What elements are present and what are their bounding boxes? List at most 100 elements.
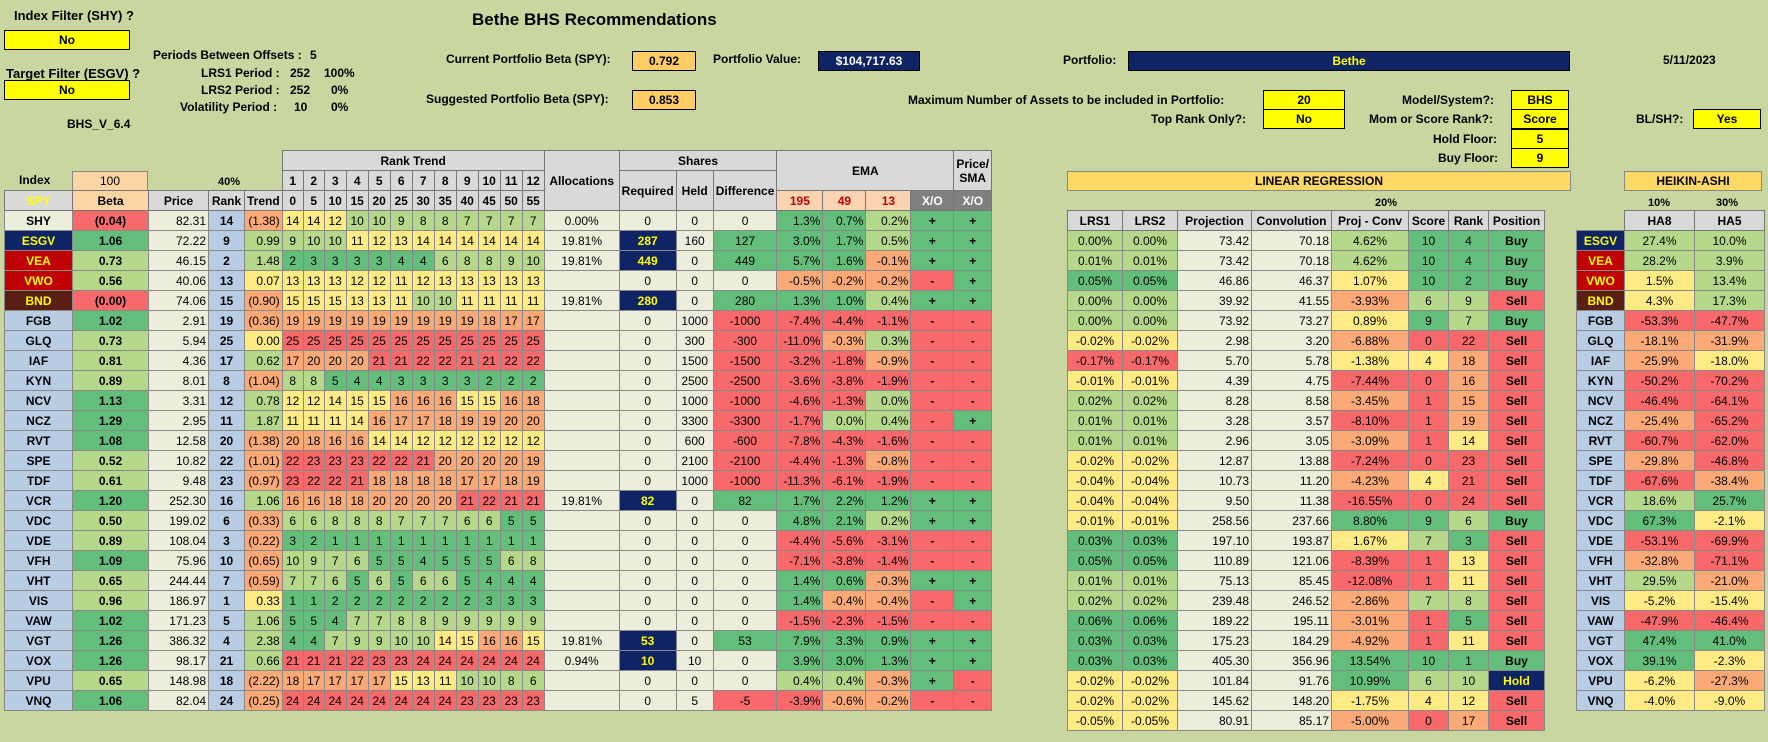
ticker-cell[interactable]: SHY bbox=[4, 210, 73, 231]
proj-conv-cell: -3.09% bbox=[1331, 430, 1409, 451]
ha-ticker-cell[interactable]: VPU bbox=[1576, 670, 1625, 691]
top-rank-value[interactable]: No bbox=[1263, 109, 1345, 129]
ticker-cell[interactable]: VCR bbox=[4, 490, 73, 511]
rank-trend-cell: 20 bbox=[281, 430, 304, 451]
ticker-cell[interactable]: IAF bbox=[4, 350, 73, 371]
hold-floor-value[interactable]: 5 bbox=[1511, 129, 1569, 149]
ha8-cell: 4.3% bbox=[1624, 290, 1695, 311]
ha-ticker-cell[interactable]: BND bbox=[1576, 290, 1625, 311]
rank-trend-col-4: 4 bbox=[345, 170, 369, 191]
blsh-value[interactable]: Yes bbox=[1693, 109, 1761, 129]
target-filter-value[interactable]: No bbox=[4, 80, 130, 100]
rank-trend-cell: 21 bbox=[499, 490, 523, 511]
allocation-cell bbox=[543, 610, 620, 631]
ticker-cell[interactable]: VDE bbox=[4, 530, 73, 551]
ha8-cell: -53.3% bbox=[1624, 310, 1695, 331]
ha-ticker-cell[interactable]: VDC bbox=[1576, 510, 1625, 531]
ticker-cell[interactable]: VDC bbox=[4, 510, 73, 531]
proj-conv-cell: -1.75% bbox=[1331, 690, 1409, 711]
ha-ticker-cell[interactable]: VDE bbox=[1576, 530, 1625, 551]
rank-trend-cell: 19 bbox=[411, 310, 435, 331]
ema-cell: 1.4% bbox=[776, 590, 824, 611]
ha-ticker-cell[interactable]: GLQ bbox=[1576, 330, 1625, 351]
projection-cell: 110.89 bbox=[1177, 550, 1252, 571]
rank-trend-cell: 16 bbox=[389, 390, 413, 411]
table-row: VPU -6.2% -27.3% bbox=[1576, 670, 1765, 691]
ha-ticker-cell[interactable]: SPE bbox=[1576, 450, 1625, 471]
ticker-cell[interactable]: RVT bbox=[4, 430, 73, 451]
lrs1-cell: -0.02% bbox=[1067, 330, 1123, 351]
xo-cell: - bbox=[953, 310, 993, 331]
beta-cell: 1.06 bbox=[72, 230, 149, 251]
rank-trend-offset-9: 40 bbox=[455, 190, 479, 211]
ticker-cell[interactable]: BND bbox=[4, 290, 73, 311]
ha-ticker-cell[interactable]: VWO bbox=[1576, 270, 1625, 291]
rank-trend-cell: 6 bbox=[521, 670, 545, 691]
rank-trend-cell: 12 bbox=[367, 270, 391, 291]
ticker-cell[interactable]: VEA bbox=[4, 250, 73, 271]
ticker-cell[interactable]: VNQ bbox=[4, 690, 73, 711]
ha-ticker-cell[interactable]: VGT bbox=[1576, 630, 1625, 651]
ha-ticker-cell[interactable]: NCV bbox=[1576, 390, 1625, 411]
ticker-cell[interactable]: VHT bbox=[4, 570, 73, 591]
ticker-cell[interactable]: SPE bbox=[4, 450, 73, 471]
ticker-cell[interactable]: VOX bbox=[4, 650, 73, 671]
position-cell: Buy bbox=[1488, 310, 1545, 331]
mom-score-value[interactable]: Score bbox=[1511, 109, 1569, 129]
lrs2-cell: 0.03% bbox=[1122, 650, 1178, 671]
ema-cell: 0.4% bbox=[865, 290, 912, 311]
ha-ticker-cell[interactable]: IAF bbox=[1576, 350, 1625, 371]
ticker-cell[interactable]: VPU bbox=[4, 670, 73, 691]
ha8-cell: 39.1% bbox=[1624, 650, 1695, 671]
ha-ticker-cell[interactable]: RVT bbox=[1576, 430, 1625, 451]
ticker-cell[interactable]: KYN bbox=[4, 370, 73, 391]
ticker-cell[interactable]: VAW bbox=[4, 610, 73, 631]
ticker-cell[interactable]: VIS bbox=[4, 590, 73, 611]
ha-ticker-cell[interactable]: VCR bbox=[1576, 490, 1625, 511]
model-value[interactable]: BHS bbox=[1511, 90, 1569, 110]
ticker-cell[interactable]: TDF bbox=[4, 470, 73, 491]
rank-trend-cell: 21 bbox=[389, 350, 413, 371]
score-cell: 10 bbox=[1408, 250, 1449, 271]
ticker-cell[interactable]: VWO bbox=[4, 270, 73, 291]
ticker-cell[interactable]: FGB bbox=[4, 310, 73, 331]
ha-ticker-cell[interactable]: VAW bbox=[1576, 610, 1625, 631]
max-assets-value[interactable]: 20 bbox=[1263, 90, 1345, 110]
ha-ticker-cell[interactable]: FGB bbox=[1576, 310, 1625, 331]
buy-floor-value[interactable]: 9 bbox=[1511, 148, 1569, 168]
ha-ticker-cell[interactable]: VOX bbox=[1576, 650, 1625, 671]
rank-trend-cell: 22 bbox=[411, 350, 435, 371]
rank-trend-cell: 4 bbox=[477, 570, 501, 591]
ticker-cell[interactable]: GLQ bbox=[4, 330, 73, 351]
ha-ticker-cell[interactable]: NCZ bbox=[1576, 410, 1625, 431]
ha-ticker-cell[interactable]: ESGV bbox=[1576, 230, 1625, 251]
ha-ticker-cell[interactable]: VNQ bbox=[1576, 690, 1625, 711]
ha-ticker-cell[interactable]: VIS bbox=[1576, 590, 1625, 611]
ha-ticker-cell[interactable]: VFH bbox=[1576, 550, 1625, 571]
rank-trend-cell: 5 bbox=[367, 550, 391, 571]
rank-trend-cell: 9 bbox=[281, 230, 304, 251]
ticker-cell[interactable]: VGT bbox=[4, 630, 73, 651]
table-row: VIS 0.96 186.97 1 0.33 1 1 2 2 2 2 2 2 2 3 3 3 0 0 0 1.4% -0.… bbox=[4, 590, 1029, 611]
ha-ticker-cell[interactable]: VEA bbox=[1576, 250, 1625, 271]
ticker-cell[interactable]: NCV bbox=[4, 390, 73, 411]
ha-ticker-cell[interactable]: VHT bbox=[1576, 570, 1625, 591]
ha-ticker-cell[interactable]: KYN bbox=[1576, 370, 1625, 391]
ha8-cell: 27.4% bbox=[1624, 230, 1695, 251]
rank-trend-cell: 17 bbox=[499, 310, 523, 331]
rank-trend-cell: 23 bbox=[477, 690, 501, 711]
lrs2-cell: -0.01% bbox=[1122, 510, 1178, 531]
ema-col-49: 49 bbox=[822, 190, 867, 211]
index-filter-value[interactable]: No bbox=[4, 30, 130, 50]
rank-trend-col-12: 12 bbox=[521, 170, 545, 191]
ha5-cell: 10.0% bbox=[1694, 230, 1765, 251]
page-title: Bethe BHS Recommendations bbox=[472, 10, 717, 29]
ticker-cell[interactable]: VFH bbox=[4, 550, 73, 571]
xo2-header: X/O bbox=[953, 190, 993, 211]
ticker-cell[interactable]: ESGV bbox=[4, 230, 73, 251]
ema-cell: 0.3% bbox=[865, 330, 912, 351]
ha-ticker-cell[interactable]: TDF bbox=[1576, 470, 1625, 491]
ticker-cell[interactable]: NCZ bbox=[4, 410, 73, 431]
rank-trend-cell: 10 bbox=[323, 230, 347, 251]
portfolio-name[interactable]: Bethe bbox=[1128, 51, 1570, 71]
